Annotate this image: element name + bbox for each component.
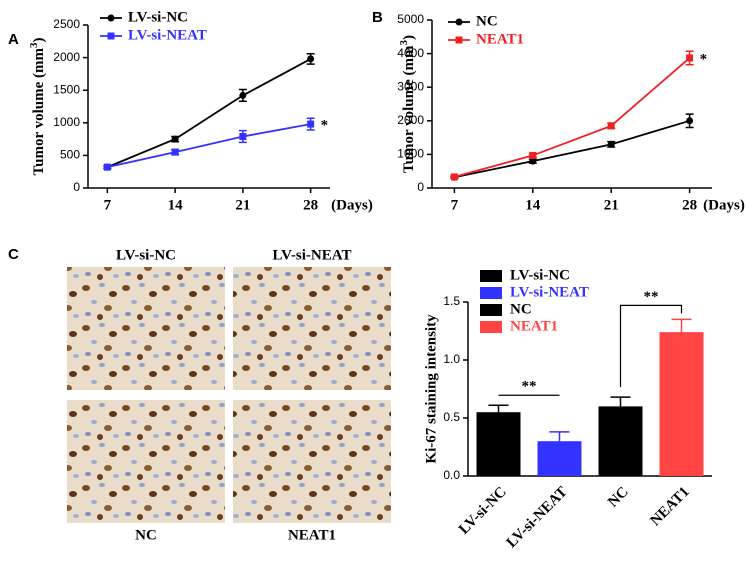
y-axis-label: Tumor volume (mm3): [28, 38, 48, 176]
y-label-part: Tumor volume (mm: [401, 45, 417, 173]
x-tick-label: 14: [168, 197, 184, 213]
panel-letter: A: [8, 31, 19, 48]
image-label: NC: [135, 527, 157, 543]
y-tick-label: 1.0: [443, 352, 460, 366]
significance-bracket: [619, 304, 683, 388]
legend-label: NC: [510, 301, 532, 317]
marker: [686, 117, 694, 125]
series-line: [454, 119, 690, 179]
x-tick-label: 7: [451, 197, 459, 213]
micrograph: [233, 267, 391, 390]
image-label: LV-si-NC: [116, 247, 176, 263]
y-label-part: 3: [28, 42, 40, 48]
y-tick-label: 500: [60, 148, 80, 162]
x-tick-label: 28: [303, 197, 318, 213]
x-axis-label: (Days): [703, 197, 745, 213]
legend-swatch: [480, 287, 502, 299]
y-tick-label: 3000: [397, 79, 424, 93]
x-tick-label: NEAT1: [647, 484, 692, 529]
y-tick-label: 0: [73, 180, 80, 194]
annotation: *: [700, 51, 708, 67]
marker: [607, 122, 615, 130]
legend-marker: [455, 18, 463, 26]
x-tick-label: 28: [682, 197, 697, 213]
error-bar: [488, 404, 509, 413]
x-tick-label: NC: [605, 484, 632, 511]
y-tick-label: 0.5: [443, 410, 460, 424]
y-tick-label: 1000: [397, 147, 424, 161]
annotation: **: [522, 379, 537, 395]
y-axis-label: Tumor volume (mm3): [398, 35, 418, 173]
y-tick-label: 2000: [53, 50, 80, 64]
legend-label: LV-si-NEAT: [128, 27, 207, 43]
marker: [171, 148, 179, 156]
legend-marker: [455, 36, 463, 44]
marker: [607, 140, 615, 148]
marker: [239, 91, 247, 99]
y-tick-label: 1000: [53, 115, 80, 129]
panel-letter: C: [8, 246, 19, 263]
y-axis-label: Ki-67 staining intensity: [423, 314, 439, 464]
y-tick-label: 5000: [397, 12, 424, 26]
marker: [103, 163, 111, 171]
legend-label: LV-si-NC: [510, 267, 570, 283]
y-label-part: ): [31, 38, 47, 43]
y-label-part: 3: [398, 40, 410, 46]
legend-swatch: [480, 304, 502, 316]
x-tick-label: 7: [104, 197, 112, 213]
legend-swatch: [480, 270, 502, 282]
y-label-part: ): [401, 35, 417, 40]
error-bar: [549, 431, 570, 442]
annotation: *: [321, 118, 329, 134]
y-tick-label: 1.5: [443, 294, 460, 308]
y-tick-label: 0.0: [443, 468, 460, 482]
x-tick-label: 21: [604, 197, 619, 213]
x-axis-label: (Days): [331, 197, 373, 213]
legend-marker: [107, 32, 115, 40]
legend-label: NC: [476, 13, 498, 29]
y-label-part: Tumor volume (mm: [31, 47, 47, 175]
panel-letter: B: [372, 9, 383, 26]
marker: [529, 151, 537, 159]
y-tick-label: 2000: [397, 113, 424, 127]
image-label: LV-si-NEAT: [273, 247, 352, 263]
y-tick-label: 1500: [53, 82, 80, 96]
bar: [537, 441, 582, 476]
legend-label: NEAT1: [510, 318, 558, 334]
y-tick-label: 0: [417, 180, 424, 194]
series-line: [107, 58, 312, 168]
micrograph: [67, 267, 225, 390]
legend-label: NEAT1: [476, 31, 524, 47]
error-bar: [671, 318, 692, 333]
error-bar: [610, 396, 631, 407]
legend-label: LV-si-NEAT: [510, 284, 589, 300]
series-line: [107, 123, 311, 169]
bar: [598, 406, 643, 476]
legend-label: LV-si-NC: [128, 9, 188, 25]
micrograph: [233, 400, 391, 523]
y-tick-label: 2500: [53, 17, 80, 31]
x-tick-label: LV-si-NEAT: [504, 484, 571, 551]
marker: [307, 55, 315, 63]
legend-marker: [107, 14, 115, 22]
image-label: NEAT1: [288, 527, 336, 543]
legend-swatch: [480, 321, 502, 333]
bar: [476, 412, 521, 476]
x-tick-label: 14: [525, 197, 541, 213]
marker: [686, 54, 694, 62]
x-tick-label: 21: [235, 197, 250, 213]
micrograph: [67, 400, 225, 523]
series-line: [454, 57, 691, 178]
marker: [307, 120, 315, 128]
bar: [659, 332, 704, 476]
x-tick-label: LV-si-NC: [456, 484, 510, 538]
annotation: **: [644, 289, 659, 305]
y-tick-label: 4000: [397, 46, 424, 60]
marker: [171, 135, 179, 143]
marker: [239, 132, 247, 140]
marker: [529, 157, 537, 165]
marker: [450, 173, 458, 181]
